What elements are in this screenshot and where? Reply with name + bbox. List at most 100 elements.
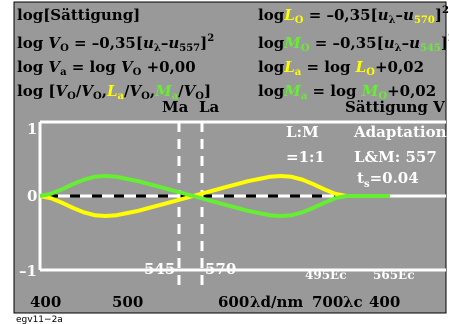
header-text-part: 545 <box>420 43 441 54</box>
header-text-part: O <box>301 43 310 54</box>
series-line-m <box>39 174 390 218</box>
header-text-part: V <box>81 82 94 100</box>
header-text-part: M <box>154 82 172 100</box>
series-line-l <box>39 174 390 218</box>
header-text-part: V <box>48 34 61 52</box>
header-text-part: log[Sättigung] <box>17 6 140 24</box>
header-text-part: , <box>102 82 107 100</box>
annotation-ts-sub: s <box>364 179 370 190</box>
header-text-part: V <box>56 82 69 100</box>
x-tick-600: 600 <box>218 293 249 311</box>
header-text-part: ] <box>200 34 207 52</box>
header-text-part: L <box>283 58 295 76</box>
header-text-part: log <box>17 34 48 52</box>
header-text-part: O <box>67 91 76 102</box>
header-text-part: log <box>258 6 285 24</box>
annotation-lm-value: L&M: 557 <box>354 148 437 166</box>
header-text-part: +0,02 <box>375 58 424 76</box>
ma-label: Ma <box>162 98 189 116</box>
header-text-part: O <box>93 91 102 102</box>
series-layer <box>39 174 390 218</box>
header-text-part: O <box>133 67 142 78</box>
header-text-part: 2 <box>442 5 449 16</box>
header-text-part: ] <box>204 82 211 100</box>
la-label: La <box>199 98 220 116</box>
ec-495-label: 495Ec <box>305 268 347 282</box>
header-left-line-1: log[Sättigung] <box>17 6 140 24</box>
header-text-part: L <box>355 58 367 76</box>
header-text-part: a <box>295 67 302 78</box>
header-text-part: M <box>283 34 301 52</box>
header-left-line-3: log Va = log VO +0,00 <box>17 58 196 78</box>
header-text-part: – <box>402 34 410 52</box>
header-text-part: O <box>195 91 204 102</box>
header-text-part: λ <box>154 43 161 54</box>
header-text-part: O <box>141 91 150 102</box>
header-text-part: O <box>366 67 375 78</box>
header-text-part: V <box>48 58 61 76</box>
header-text-part: λ <box>395 43 402 54</box>
header-text-part: / <box>124 82 130 100</box>
header-text-part: L <box>106 82 118 100</box>
marker-570-label: 570 <box>205 260 236 278</box>
header-text-part: u <box>403 6 414 24</box>
header-text-part: log <box>258 58 285 76</box>
marker-545-label: 545 <box>144 260 175 278</box>
header-text-part: a <box>301 91 308 102</box>
header-text-part: λ <box>389 15 396 26</box>
header-text-part: L <box>283 6 295 24</box>
header-text-part: a <box>118 91 125 102</box>
y-tick-minus1: –1 <box>19 262 37 280</box>
header-text-part: O <box>60 43 69 54</box>
header-text-part: = –0,35[ <box>310 34 384 52</box>
header-text-part: = log <box>307 82 361 100</box>
annotation-ts-value: =0.04 <box>370 169 419 187</box>
plot-area <box>13 1 447 314</box>
ec-565-label: 565Ec <box>373 268 415 282</box>
header-text-part: u <box>378 6 389 24</box>
header-text-part: V <box>129 82 142 100</box>
header-text-part: a <box>172 91 179 102</box>
header-text-part: O <box>295 15 304 26</box>
header-text-part: V <box>184 82 197 100</box>
header-text-part: log <box>258 34 285 52</box>
header-text-part: u <box>409 34 420 52</box>
header-text-part: = log <box>67 58 121 76</box>
header-text-part: u <box>168 34 179 52</box>
header-text-part: u <box>384 34 395 52</box>
header-left-line-2: log VO = –0,35[uλ–u557]2 <box>17 33 214 54</box>
header-text-part: – <box>396 6 404 24</box>
header-text-part: = –0,35[ <box>303 6 377 24</box>
footer-code: egv11−2a <box>16 315 63 324</box>
header-text-part: O <box>378 91 387 102</box>
header-right-line-1: logLO = –0,35[uλ–u570]2 <box>258 5 449 26</box>
header-text-part: / <box>178 82 184 100</box>
annotation-adaptation: Adaptation <box>353 123 447 141</box>
header-text-part: u <box>143 34 154 52</box>
header-text-part: , <box>150 82 155 100</box>
y-tick-0: 0 <box>27 187 37 205</box>
header-left-line-4: log [VO/VO,La/VO,Ma/VO] <box>17 82 211 102</box>
header-text-part: = log <box>301 58 355 76</box>
annotation-ts-main: t <box>357 169 364 187</box>
x-unit: λd/nm <box>250 293 303 311</box>
header-right-line-4: logMa = log MO+0,02 <box>258 82 436 102</box>
header-text-part: V <box>121 58 134 76</box>
header-text-part: 2 <box>207 33 214 44</box>
x-unit-c: λc <box>343 293 363 311</box>
annotation-lm: L:M <box>286 123 319 141</box>
header-text-part: ] <box>441 34 448 52</box>
header-text-part: log <box>258 82 285 100</box>
header-text-part: ] <box>435 6 442 24</box>
y-tick-1: 1 <box>27 120 37 138</box>
header-text-part: – <box>161 34 169 52</box>
header-right-line-3: logLa = log LO+0,02 <box>258 58 424 78</box>
header-text-part: / <box>76 82 82 100</box>
annotation-ratio: =1:1 <box>286 148 325 166</box>
header-text-part: M <box>361 82 379 100</box>
x-tick-700: 700 <box>312 293 343 311</box>
header-text-part: a <box>60 67 67 78</box>
x-tick-500: 500 <box>112 293 143 311</box>
saettigung-v-label: Sättigung V <box>345 98 445 116</box>
